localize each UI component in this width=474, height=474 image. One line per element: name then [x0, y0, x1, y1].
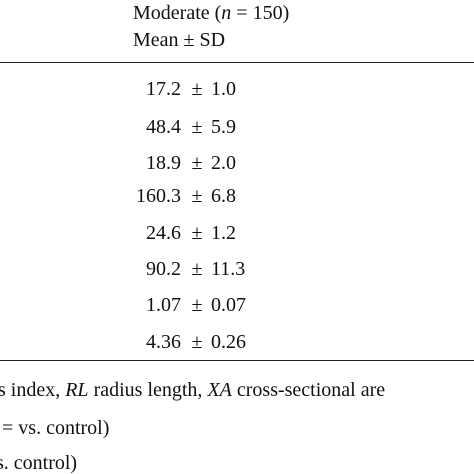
table-cell: 18.9 — [146, 152, 181, 174]
table-cell: 0.26 — [211, 331, 246, 353]
table-cell: 90.2 — [146, 258, 181, 280]
table-cell: ± — [191, 78, 203, 100]
table-cell: 4.36 — [146, 331, 181, 353]
table-cell: ± — [191, 185, 203, 207]
column-header: Moderate (n = 150) — [133, 1, 289, 25]
table-cell: ± — [191, 222, 203, 244]
header-text: = 150) — [231, 2, 290, 24]
table-cell: ± — [191, 331, 203, 353]
footnote-abbr: XA — [207, 379, 232, 401]
table-cell: 0.07 — [211, 294, 246, 316]
table-cell: 11.3 — [211, 258, 246, 280]
footnote: = vs. control) — [2, 417, 110, 439]
footnote-text: radius length, — [88, 379, 208, 401]
table-cell: 1.0 — [211, 78, 236, 100]
table-cell: ± — [191, 152, 203, 174]
table-cell: 48.4 — [146, 116, 181, 138]
table-cell: 1.2 — [211, 222, 236, 244]
column-subheader: Mean ± SD — [133, 29, 226, 51]
table-cell: 5.9 — [211, 116, 236, 138]
header-text: Moderate ( — [133, 2, 222, 24]
footnote: s index, RL radius length, XA cross-sect… — [0, 378, 385, 402]
table-cell: 160.3 — [136, 185, 181, 207]
rule — [0, 360, 474, 361]
table-cell: ± — [191, 116, 203, 138]
footnote-abbr: RL — [65, 379, 89, 401]
table-cell: ± — [191, 258, 203, 280]
rule — [0, 62, 474, 63]
header-italic: n — [221, 2, 232, 24]
table-cell: 24.6 — [146, 222, 181, 244]
footnote: s. control) — [0, 452, 78, 474]
table-cell: ± — [191, 294, 203, 316]
table-cell: 17.2 — [146, 78, 181, 100]
table-cell: 1.07 — [146, 294, 181, 316]
table-cell: 6.8 — [211, 185, 236, 207]
footnote-text: cross-sectional are — [231, 379, 386, 401]
table-cell: 2.0 — [211, 152, 236, 174]
footnote-text: s index, — [0, 379, 66, 401]
